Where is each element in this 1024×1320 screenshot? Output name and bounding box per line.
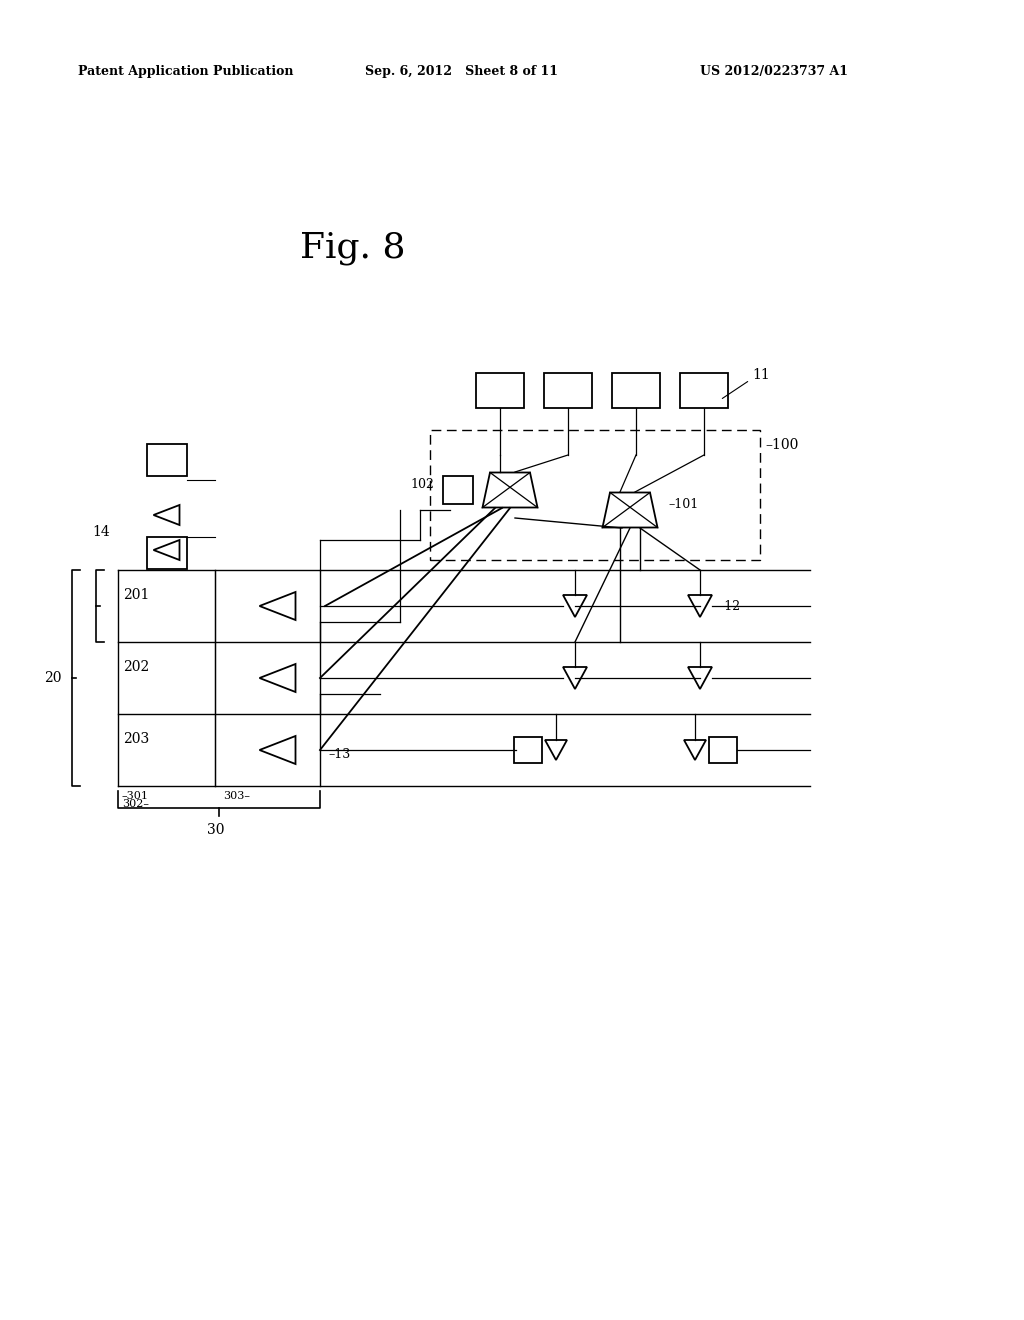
Bar [146, 444, 186, 477]
Text: Patent Application Publication: Patent Application Publication [78, 66, 294, 78]
Text: 11: 11 [752, 368, 770, 381]
Text: 203: 203 [123, 733, 150, 746]
Text: US 2012/0223737 A1: US 2012/0223737 A1 [700, 66, 848, 78]
Text: –301: –301 [122, 791, 150, 801]
Bar [146, 537, 186, 569]
Text: 303–: 303– [223, 791, 250, 801]
Text: –101: –101 [668, 499, 698, 511]
Bar [680, 372, 728, 408]
Text: 202: 202 [123, 660, 150, 675]
Bar [430, 430, 760, 560]
Text: –13: –13 [328, 748, 350, 762]
Text: 20: 20 [44, 671, 61, 685]
Bar [709, 737, 737, 763]
Text: –12: –12 [718, 599, 740, 612]
Text: 30: 30 [207, 822, 224, 837]
Text: Fig. 8: Fig. 8 [300, 231, 406, 265]
Text: 102: 102 [410, 479, 434, 491]
Text: –100: –100 [765, 438, 799, 451]
Text: 14: 14 [92, 525, 110, 539]
Text: 302–: 302– [122, 799, 150, 809]
Text: 201: 201 [123, 587, 150, 602]
Bar [612, 372, 660, 408]
Text: Sep. 6, 2012   Sheet 8 of 11: Sep. 6, 2012 Sheet 8 of 11 [365, 66, 558, 78]
Bar [514, 737, 542, 763]
Bar [544, 372, 592, 408]
Bar [443, 477, 473, 504]
Bar [476, 372, 524, 408]
